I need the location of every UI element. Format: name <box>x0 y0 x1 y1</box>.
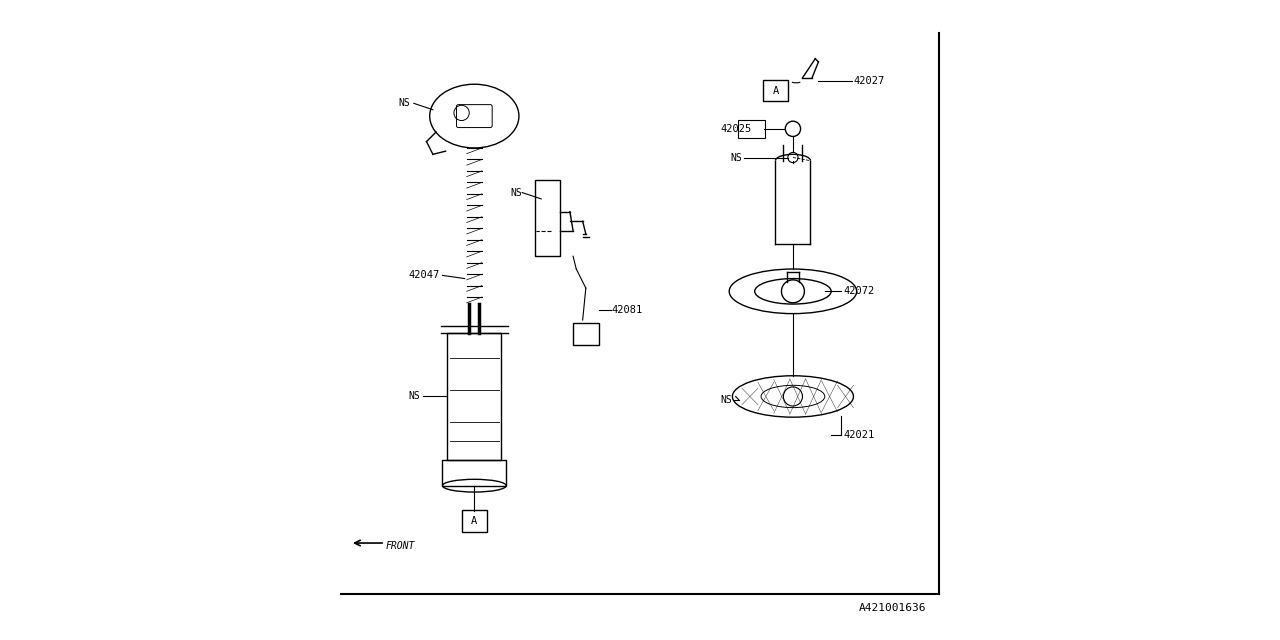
Text: 42021: 42021 <box>844 429 876 440</box>
Text: NS: NS <box>721 395 732 404</box>
Text: 42072: 42072 <box>844 286 876 296</box>
Bar <box>447 333 502 460</box>
Text: 42081: 42081 <box>612 305 643 316</box>
Text: A421001636: A421001636 <box>859 603 927 613</box>
Ellipse shape <box>762 385 824 408</box>
Text: 42047: 42047 <box>408 270 439 280</box>
Text: FRONT: FRONT <box>385 541 415 551</box>
Text: A: A <box>773 86 778 95</box>
Bar <box>443 460 506 486</box>
Bar <box>535 180 561 256</box>
Text: NS: NS <box>730 152 742 163</box>
Bar <box>573 323 599 346</box>
Text: 42025: 42025 <box>721 124 751 134</box>
Text: NS: NS <box>511 188 522 198</box>
Text: NS: NS <box>399 99 411 108</box>
Text: NS: NS <box>408 392 420 401</box>
Text: A: A <box>471 516 477 525</box>
Text: 42027: 42027 <box>854 76 884 86</box>
